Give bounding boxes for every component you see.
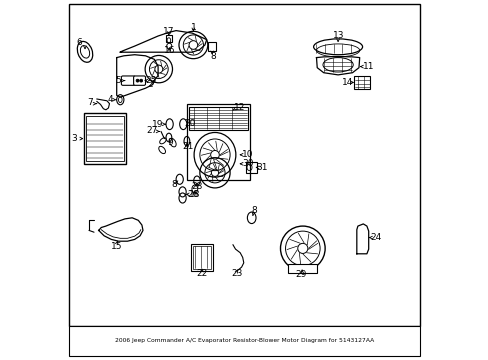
Text: 4: 4	[107, 95, 113, 104]
Text: 8: 8	[210, 53, 216, 62]
Bar	[83, 113, 126, 164]
Text: 10: 10	[242, 150, 253, 159]
Text: 18: 18	[189, 190, 200, 199]
Text: 3: 3	[72, 134, 77, 143]
Bar	[186, 104, 249, 180]
Text: 8: 8	[171, 180, 177, 189]
Bar	[288, 264, 317, 273]
Ellipse shape	[280, 226, 325, 271]
Bar	[246, 162, 257, 173]
Text: 31: 31	[256, 163, 267, 172]
Text: 17: 17	[163, 27, 174, 36]
Ellipse shape	[136, 79, 139, 82]
Bar	[354, 76, 370, 89]
Bar	[191, 244, 212, 271]
Text: 6: 6	[76, 38, 81, 47]
Text: 14: 14	[341, 78, 352, 87]
Text: 13: 13	[332, 31, 344, 40]
Text: 28: 28	[191, 182, 202, 191]
Bar	[166, 35, 171, 42]
Bar	[86, 116, 123, 161]
Text: 22: 22	[196, 269, 207, 278]
Ellipse shape	[140, 79, 142, 82]
Text: 11: 11	[362, 62, 373, 71]
FancyBboxPatch shape	[121, 76, 135, 85]
Text: 8: 8	[251, 206, 257, 215]
Text: 30: 30	[242, 158, 253, 168]
Text: 2: 2	[147, 81, 152, 90]
Text: 7: 7	[87, 99, 93, 108]
Text: 27: 27	[145, 126, 157, 135]
Text: 25: 25	[145, 76, 156, 85]
Text: 12: 12	[234, 103, 245, 112]
Bar	[188, 107, 247, 130]
Text: 29: 29	[295, 270, 306, 279]
Text: 24: 24	[370, 233, 381, 242]
Text: 5: 5	[115, 76, 121, 85]
Bar	[69, 4, 419, 326]
Text: 2006 Jeep Commander A/C Evaporator Resistor-Blower Motor Diagram for 5143127AA: 2006 Jeep Commander A/C Evaporator Resis…	[115, 338, 373, 343]
Text: 9: 9	[167, 138, 173, 147]
Bar	[69, 326, 419, 356]
Text: 15: 15	[111, 243, 122, 252]
Text: 20: 20	[183, 119, 195, 128]
Text: 16: 16	[163, 46, 175, 55]
FancyBboxPatch shape	[133, 76, 145, 85]
Text: 19: 19	[151, 120, 163, 129]
Text: 23: 23	[231, 269, 243, 278]
Text: 21: 21	[182, 143, 193, 152]
Bar	[193, 246, 211, 269]
Text: 1: 1	[191, 23, 197, 32]
Bar	[208, 42, 215, 51]
Text: 26: 26	[187, 190, 198, 199]
